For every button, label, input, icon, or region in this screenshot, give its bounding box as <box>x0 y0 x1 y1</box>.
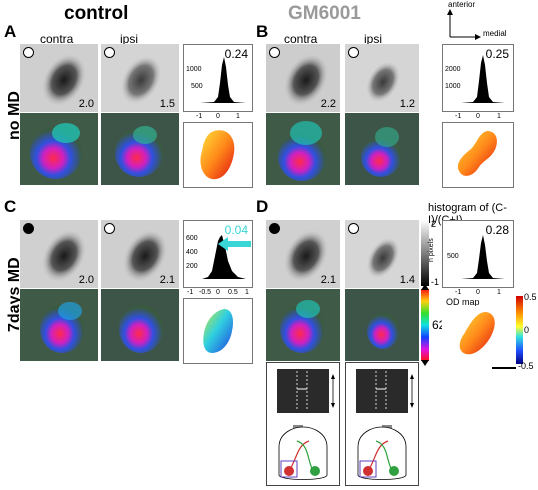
hist-c-ytick-1: 600 <box>186 235 198 242</box>
hist-d-xtick-3: 1 <box>497 289 501 296</box>
panel-a-contra-intrinsic-image: 2.0 <box>20 44 98 112</box>
panel-c-ipsi-intrinsic-image: 2.1 <box>101 220 179 288</box>
panel-b-ipsi-retinotopy-map <box>345 113 419 185</box>
open-eye-circle-icon <box>104 47 115 58</box>
panel-d-odi-value: 0.28 <box>485 223 509 237</box>
closed-eye-circle-icon <box>23 223 34 234</box>
panel-d-od-map <box>442 306 514 364</box>
hist-d-xtick-2: 0 <box>476 289 480 296</box>
hist-b-xtick-2: 0 <box>476 113 480 120</box>
scale-bar <box>492 367 516 369</box>
panel-c-contra-retinotopy-map <box>20 289 98 361</box>
panel-d-letter: D <box>256 197 269 216</box>
panel-d-histogram: 500 0.28 <box>442 220 514 288</box>
open-eye-circle-icon <box>348 223 359 234</box>
panel-c-odi-value: 0.04 <box>224 223 248 237</box>
open-eye-circle-icon <box>104 223 115 234</box>
od-bar-max-label: 0.5 <box>524 292 537 302</box>
open-eye-circle-icon <box>269 47 280 58</box>
orientation-arrows-icon <box>447 9 481 40</box>
gray-scale-top-label: 2 <box>431 219 437 229</box>
angle-color-bar <box>421 289 429 361</box>
control-title: control <box>64 3 129 24</box>
gray-scale-bar <box>421 220 429 286</box>
panel-b-contra-intrinsic-image: 2.2 <box>266 44 340 112</box>
hist-a-xtick-3: 1 <box>236 113 240 120</box>
panel-c-contra-value: 2.0 <box>78 274 94 286</box>
col-ipsi-a: ipsi <box>120 32 139 46</box>
panel-a-letter: A <box>4 22 17 41</box>
panel-c-histogram: 600 400 200 0.04 <box>183 220 253 288</box>
panel-c-letter: C <box>4 197 17 216</box>
panel-b-histogram: 2000 1000 0.25 <box>442 44 514 112</box>
panel-d-contra-intrinsic-image: 2.1 <box>266 220 340 288</box>
od-bar-min-label: -0.5 <box>518 361 534 371</box>
panel-c-ipsi-value: 2.1 <box>159 274 175 286</box>
hist-a-ytick-1: 1000 <box>186 66 202 73</box>
n-pixels-label: n pixels <box>428 238 435 262</box>
gm6001-title: GM6001 <box>288 3 361 24</box>
panel-a-ipsi-retinotopy-map <box>101 113 179 185</box>
panel-b-od-map <box>442 122 514 188</box>
hist-b-ytick-2: 1000 <box>445 83 461 90</box>
hist-a-xtick-2: 0 <box>216 113 220 120</box>
hist-d-xtick-1: -1 <box>455 289 462 296</box>
od-bar-mid-label: 0 <box>524 325 530 335</box>
hist-c-xtick-5: 1 <box>245 289 249 296</box>
angle-bar-up-arrow-icon <box>421 284 429 290</box>
panel-b-contra-retinotopy-map <box>266 113 340 185</box>
panel-d-ipsi-retinotopy-map <box>345 289 419 361</box>
panel-a-odi-value: 0.24 <box>224 47 248 61</box>
col-contra-a: contra <box>40 32 74 46</box>
panel-b-ipsi-intrinsic-image: 1.2 <box>345 44 419 112</box>
panel-a-contra-value: 2.0 <box>78 98 94 110</box>
panel-c-od-map <box>183 298 253 364</box>
hist-b-xtick-3: 1 <box>497 113 501 120</box>
panel-c-contra-intrinsic-image: 2.0 <box>20 220 98 288</box>
panel-a-contra-retinotopy-map <box>20 113 98 185</box>
panel-a-histogram: 1000 500 0.24 <box>183 44 253 112</box>
hist-b-ytick-1: 2000 <box>445 66 461 73</box>
panel-b-odi-value: 0.25 <box>485 47 509 61</box>
panel-a-od-map <box>183 122 253 188</box>
panel-b-ipsi-value: 1.2 <box>399 98 415 110</box>
panel-b-letter: B <box>256 22 269 41</box>
hist-c-ytick-2: 400 <box>186 249 198 256</box>
panel-a-ipsi-value: 1.5 <box>159 98 175 110</box>
hist-c-xtick-2: -0.5 <box>199 289 212 296</box>
gray-scale-bottom-label: -1 <box>431 277 440 287</box>
hist-c-xtick-4: 0.5 <box>228 289 238 296</box>
hist-b-xtick-1: -1 <box>455 113 462 120</box>
panel-b-contra-value: 2.2 <box>320 98 336 110</box>
panel-c-ipsi-retinotopy-map <box>101 289 179 361</box>
schematic-ipsi <box>345 362 419 486</box>
panel-d-contra-retinotopy-map <box>266 289 340 361</box>
open-eye-circle-icon <box>23 47 34 58</box>
panel-d-ipsi-value: 1.4 <box>399 274 415 286</box>
anterior-label: anterior <box>448 0 476 9</box>
orientation-indicator: anterior medial <box>445 0 515 40</box>
hist-a-xtick-1: -1 <box>196 113 203 120</box>
od-color-bar <box>516 296 523 364</box>
hist-c-xtick-3: 0 <box>216 289 220 296</box>
od-map-label: OD map <box>446 297 480 307</box>
open-eye-circle-icon <box>348 47 359 58</box>
hist-c-xtick-1: -1 <box>187 289 194 296</box>
hist-d-ytick-1: 500 <box>447 253 459 260</box>
hist-a-ytick-2: 500 <box>191 83 203 90</box>
angle-bar-down-arrow-icon <box>421 360 429 366</box>
panel-d-contra-value: 2.1 <box>320 274 336 286</box>
col-ipsi-b: ipsi <box>364 32 383 46</box>
schematic-contra <box>266 362 340 486</box>
col-contra-b: contra <box>284 32 318 46</box>
medial-label: medial <box>483 29 507 38</box>
cyan-arrow-icon <box>218 237 251 251</box>
hist-c-ytick-3: 200 <box>186 263 198 270</box>
panel-a-ipsi-intrinsic-image: 1.5 <box>101 44 179 112</box>
closed-eye-circle-icon <box>269 223 280 234</box>
panel-d-ipsi-intrinsic-image: 1.4 <box>345 220 419 288</box>
